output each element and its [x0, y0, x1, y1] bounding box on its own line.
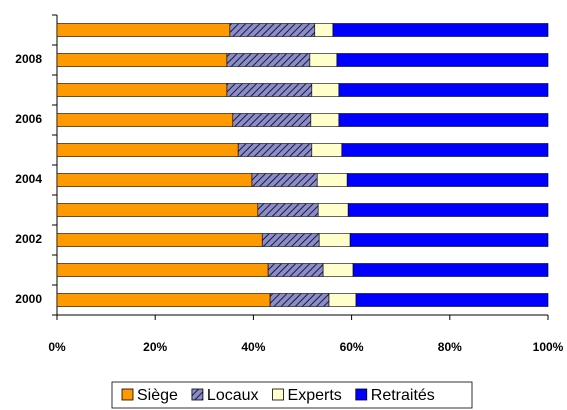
bar-segment: [56, 23, 231, 37]
bar-segment: [341, 143, 549, 157]
bar-segment: [269, 293, 330, 307]
legend-swatch: [355, 388, 368, 401]
legend-label: Experts: [288, 387, 342, 404]
bar-segment: [338, 83, 549, 97]
bar-segment: [226, 83, 313, 97]
bar-segment: [311, 143, 343, 157]
y-tick-label: 2008: [15, 52, 42, 66]
bar-segment: [322, 263, 354, 277]
bar-segment: [332, 23, 549, 37]
bar-segment: [310, 113, 340, 127]
y-tick-label: 2000: [15, 292, 42, 306]
bar-segment: [338, 113, 549, 127]
bar-segment: [56, 143, 239, 157]
bar-segment: [328, 293, 357, 307]
x-tick-label: 20%: [143, 340, 167, 354]
x-tick-label: 40%: [241, 340, 265, 354]
bar-segment: [267, 263, 324, 277]
bar-segment: [56, 293, 271, 307]
bar-segment: [346, 173, 549, 187]
bar-segment: [257, 203, 319, 217]
bar-segment: [355, 293, 549, 307]
bar-segment: [309, 53, 338, 67]
bar-segment: [56, 233, 263, 247]
bar-segment: [226, 53, 311, 67]
legend-label: Locaux: [207, 387, 259, 404]
bar-segment: [232, 113, 312, 127]
bar-segment: [317, 203, 349, 217]
legend-swatch: [191, 388, 204, 401]
y-tick-label: 2006: [15, 112, 42, 126]
legend-swatch: [121, 388, 134, 401]
x-tick-label: 80%: [438, 340, 462, 354]
legend-frame: [111, 381, 473, 409]
legend-label: Retraités: [371, 387, 435, 404]
bar-segment: [56, 203, 259, 217]
bar-segment: [251, 173, 318, 187]
bar-segment: [229, 23, 316, 37]
bar-segment: [318, 233, 351, 247]
bar-segment: [311, 83, 340, 97]
x-tick-label: 0%: [48, 340, 66, 354]
bar-segment: [237, 143, 313, 157]
y-tick-label: 2002: [15, 232, 42, 246]
bar-segment: [261, 233, 320, 247]
legend-swatch: [272, 388, 284, 401]
bar-segment: [349, 233, 549, 247]
bar-segment: [56, 53, 228, 67]
bar-segment: [352, 263, 549, 277]
bar-segment: [316, 173, 348, 187]
bar-segment: [336, 53, 549, 67]
legend-label: Siège: [137, 387, 178, 404]
bar-segment: [56, 173, 253, 187]
x-tick-label: 60%: [340, 340, 364, 354]
bar-segment: [347, 203, 549, 217]
bar-segment: [56, 113, 234, 127]
bar-segment: [314, 23, 334, 37]
bar-segment: [56, 263, 269, 277]
y-tick-label: 2004: [15, 172, 42, 186]
bar-segment: [56, 83, 228, 97]
x-tick-label: 100%: [533, 340, 564, 354]
